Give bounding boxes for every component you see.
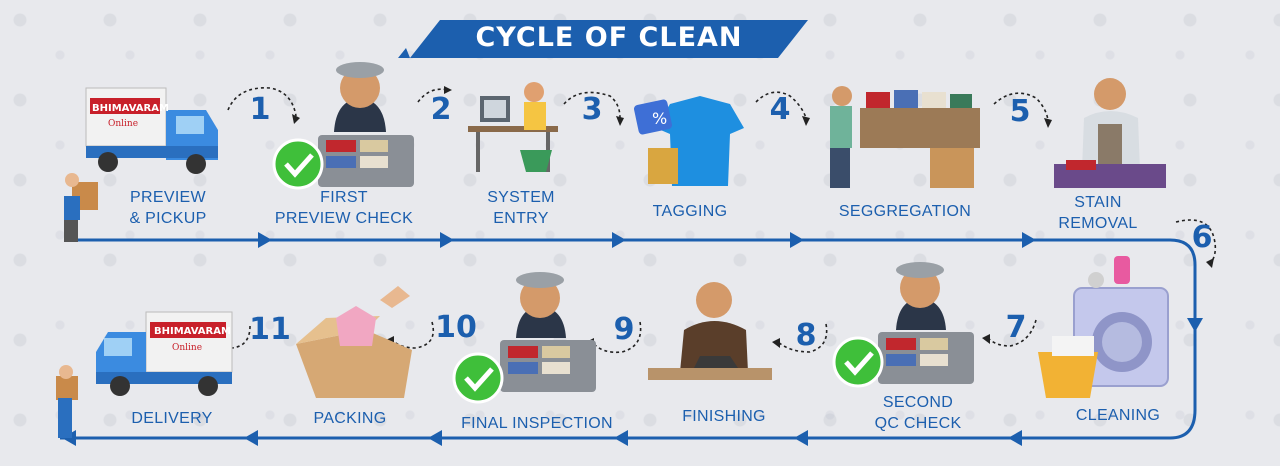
flow-arrow-down	[1187, 318, 1203, 332]
step-label-delivery: DELIVERY	[131, 410, 213, 427]
step-number-7: 7	[1005, 310, 1027, 345]
step-label-cleaning: CLEANING	[1075, 407, 1161, 424]
step-number-4: 4	[769, 92, 791, 127]
step-number-10: 10	[435, 310, 477, 345]
step-label-finishing: FINISHING	[682, 408, 766, 425]
step-number-2: 2	[430, 92, 452, 127]
flow-arrows-top	[258, 232, 1036, 248]
svg-text:%: %	[652, 109, 667, 128]
courier-icon	[64, 173, 98, 242]
computer-desk-icon	[468, 82, 558, 172]
truck-brand-sub-1: Online	[108, 119, 138, 129]
step-label-final-inspection: FINAL INSPECTION	[461, 415, 613, 432]
worker-check-icon-1	[272, 62, 414, 190]
page-title: CYCLE OF CLEAN	[475, 22, 743, 53]
truck-brand-text-2: BHIMAVARAM	[154, 326, 231, 337]
flow-line-top	[60, 238, 1197, 440]
title-banner: CYCLE OF CLEAN	[410, 18, 808, 58]
step-label-second-qc-check: SECOND QC CHECK	[874, 394, 962, 432]
sorting-table-icon	[830, 86, 980, 188]
flow-arrows-bottom	[62, 430, 1022, 446]
step-label-preview-pickup: PREVIEW & PICKUP	[129, 189, 207, 227]
stain-removal-worker-icon	[1054, 78, 1166, 188]
delivery-truck-icon-2	[56, 311, 233, 438]
step-label-first-preview-check: FIRST PREVIEW CHECK	[274, 189, 414, 227]
step-label-stain-removal: STAIN REMOVAL	[1058, 194, 1138, 232]
step-number-6: 6	[1191, 220, 1213, 255]
step-label-seggregation: SEGGREGATION	[838, 203, 972, 220]
step-number-9: 9	[613, 312, 635, 347]
title-banner-shape	[398, 20, 808, 58]
step-label-packing: PACKING	[313, 410, 387, 427]
step-number-8: 8	[795, 318, 817, 353]
step-label-tagging: TAGGING	[652, 203, 728, 220]
step-label-system-entry: SYSTEM ENTRY	[487, 189, 555, 227]
washing-machine-icon	[1038, 256, 1169, 398]
ironing-worker-icon	[648, 282, 772, 380]
packing-box-icon	[296, 286, 412, 398]
delivery-truck-icon	[85, 87, 218, 174]
step-number-5: 5	[1009, 94, 1031, 129]
truck-brand-sub-2: Online	[172, 343, 202, 353]
step-number-1: 1	[249, 92, 271, 127]
tagged-shirt-icon: %	[633, 96, 744, 186]
worker-check-icon-7	[832, 262, 974, 388]
step-number-3: 3	[581, 92, 603, 127]
step-number-11: 11	[249, 312, 291, 347]
worker-check-icon-9	[452, 272, 596, 404]
truck-brand-text-1: BHIMAVARAM	[92, 103, 169, 114]
